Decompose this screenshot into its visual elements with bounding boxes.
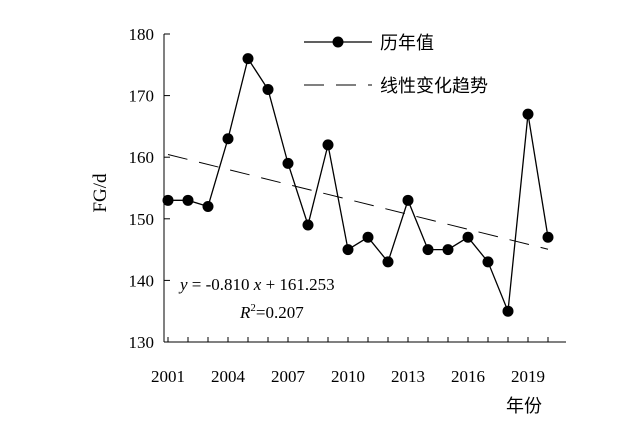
data-point <box>442 244 454 256</box>
data-point <box>322 139 334 151</box>
y-tick-label: 180 <box>129 25 155 44</box>
x-tick-label: 2010 <box>331 367 365 386</box>
r-squared: R2=0.207 <box>239 302 304 322</box>
data-point <box>482 256 494 268</box>
data-point <box>422 244 434 256</box>
data-point <box>342 244 354 256</box>
data-point <box>382 256 394 268</box>
plot-frame <box>163 34 566 343</box>
data-point <box>462 231 474 243</box>
data-point <box>502 305 514 317</box>
x-tick-label: 2007 <box>271 367 306 386</box>
data-point <box>302 219 314 231</box>
y-axis-label: FG/d <box>90 173 111 213</box>
data-point <box>182 194 194 206</box>
series-line <box>168 57 549 312</box>
y-tick-label: 160 <box>129 148 155 167</box>
legend: 历年值 线性变化趋势 <box>304 33 488 96</box>
y-tick-label: 140 <box>129 271 155 290</box>
x-tick-label: 2013 <box>391 367 425 386</box>
legend-trend-label: 线性变化趋势 <box>380 76 488 96</box>
data-point <box>522 108 534 120</box>
data-point <box>362 231 374 243</box>
y-tick-label: 130 <box>129 333 155 352</box>
y-tick-label: 170 <box>129 87 155 106</box>
data-point <box>542 231 554 243</box>
data-point <box>402 194 414 206</box>
data-point <box>282 157 294 169</box>
y-ticks: 130 140 150 160 170 180 <box>129 25 170 352</box>
x-tick-label: 2016 <box>451 367 485 386</box>
x-ticks: 2001 2004 2007 2010 2013 2016 2019 <box>151 337 549 386</box>
regression-equation: y = -0.810 x + 161.253 <box>178 275 335 294</box>
trend-line <box>167 153 549 250</box>
data-point <box>222 133 234 145</box>
x-axis-label: 年份 <box>506 396 542 416</box>
x-tick-label: 2001 <box>151 367 185 386</box>
data-point <box>162 194 174 206</box>
x-tick-label: 2004 <box>211 367 246 386</box>
trend-line-group <box>167 153 549 250</box>
x-tick-label: 2019 <box>511 367 545 386</box>
data-point <box>202 200 214 212</box>
series-group <box>162 53 554 317</box>
data-point <box>242 53 254 65</box>
data-point <box>262 83 274 95</box>
y-tick-label: 150 <box>129 210 155 229</box>
legend-series-label: 历年值 <box>380 33 434 53</box>
legend-series-marker <box>332 36 344 48</box>
